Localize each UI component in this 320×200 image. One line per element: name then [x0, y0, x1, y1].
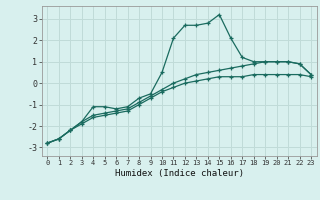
X-axis label: Humidex (Indice chaleur): Humidex (Indice chaleur)	[115, 169, 244, 178]
